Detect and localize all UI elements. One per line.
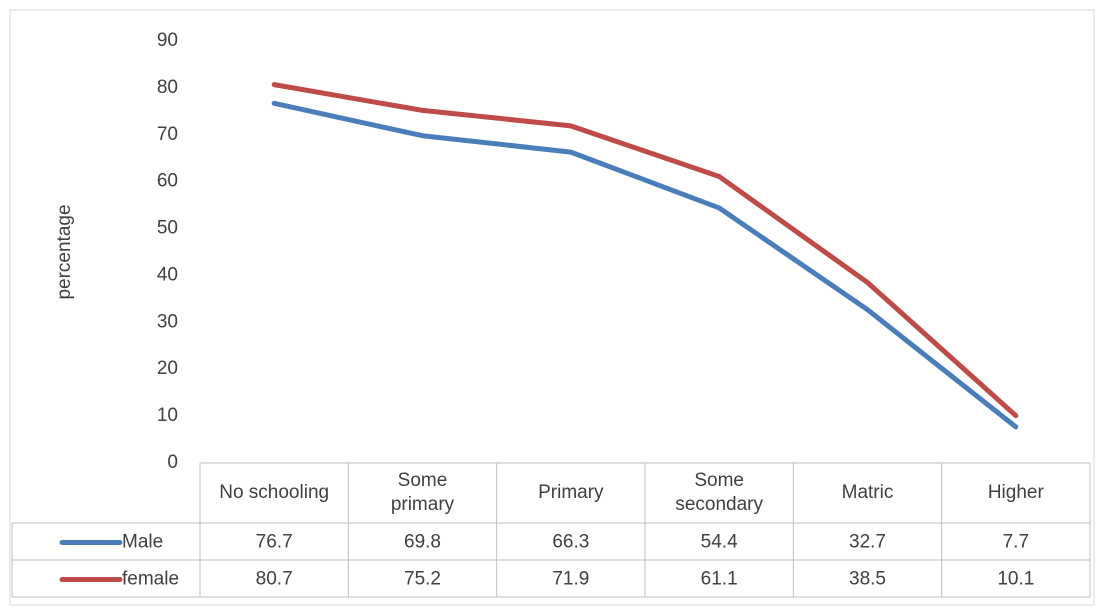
x-tick-label: Primary — [538, 482, 604, 503]
y-tick-label: 40 — [157, 264, 178, 285]
category-cell: Some secondary — [645, 463, 793, 523]
y-tick-label: 30 — [157, 311, 178, 332]
category-cell: Some secondary — [645, 463, 793, 523]
x-tick-label: Some primary — [390, 470, 455, 515]
category-cell: Some primary — [348, 463, 496, 523]
table-value: 80.7 — [256, 569, 293, 590]
category-cell: Higher — [942, 463, 1090, 523]
table-value: 71.9 — [552, 569, 589, 590]
y-tick-label: 80 — [157, 77, 178, 98]
x-tick-label: No schooling — [219, 482, 330, 503]
legend-label: Male — [122, 532, 163, 553]
table-value: 75.2 — [404, 569, 441, 590]
table-value: 69.8 — [404, 532, 441, 553]
table-value: 61.1 — [701, 569, 738, 590]
chart-border — [9, 9, 1095, 606]
table-value: 32.7 — [849, 532, 886, 553]
x-tick-label: Matric — [841, 482, 894, 503]
table-value: 54.4 — [701, 532, 738, 553]
table-value: 10.1 — [997, 569, 1034, 590]
table-value: 66.3 — [552, 532, 589, 553]
table-value: 38.5 — [849, 569, 886, 590]
category-cell: Matric — [793, 463, 941, 523]
x-tick-label: Higher — [987, 482, 1044, 503]
series-line — [271, 100, 1019, 430]
table-value: 76.7 — [256, 532, 293, 553]
y-tick-label: 10 — [157, 405, 178, 426]
category-cell: Higher — [942, 463, 1090, 523]
x-tick-label: Some secondary — [675, 470, 763, 515]
legend-label: female — [122, 569, 179, 590]
category-cell: Primary — [497, 463, 645, 523]
y-tick-label: 0 — [167, 452, 178, 473]
category-cell: Matric — [793, 463, 941, 523]
series-line — [271, 82, 1019, 419]
y-tick-label: 70 — [157, 124, 178, 145]
category-cell: No schooling — [200, 463, 348, 523]
category-cell: No schooling — [200, 463, 348, 523]
y-tick-label: 60 — [157, 171, 178, 192]
category-cell: Some primary — [348, 463, 496, 523]
table-value: 7.7 — [1003, 532, 1029, 553]
category-cell: Primary — [497, 463, 645, 523]
y-tick-label: 20 — [157, 358, 178, 379]
y-tick-label: 90 — [157, 30, 178, 51]
y-axis-label: percentage — [54, 204, 75, 299]
y-tick-label: 50 — [157, 218, 178, 239]
